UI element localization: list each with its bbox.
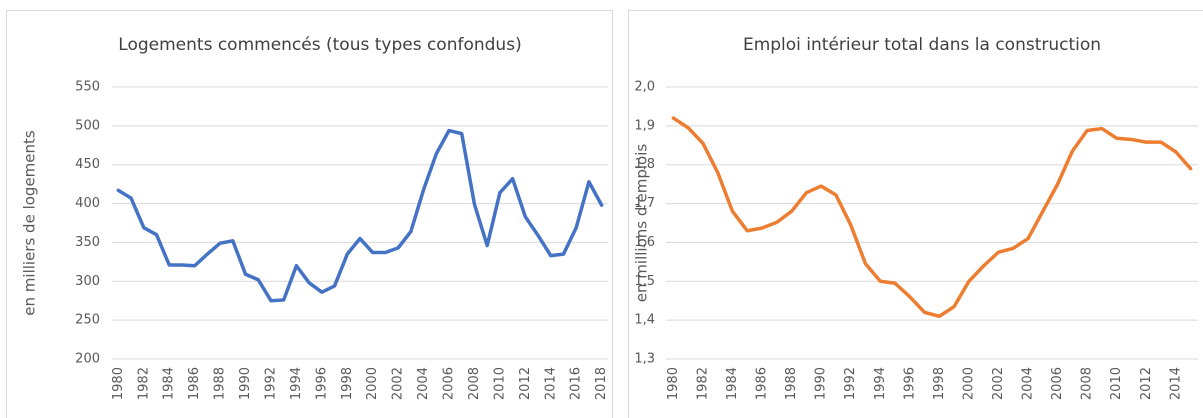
y-tick-label: 350 [75,235,100,250]
y-tick-label: 1,8 [634,157,655,172]
x-tick-label: 2018 [594,367,609,400]
x-tick-label: 2000 [961,367,976,400]
y-axis-label: en millions d'emplois [633,144,651,303]
x-tick-label: 2004 [1021,367,1036,400]
x-tick-label: 1994 [873,367,888,400]
x-tick-label: 2014 [1168,367,1183,400]
y-tick-label: 250 [75,313,100,328]
x-tick-label: 2002 [391,367,406,400]
x-tick-label: 1994 [289,367,304,400]
x-tick-label: 1982 [695,367,710,400]
y-tick-label: 2,0 [634,80,655,95]
x-tick-label: 1998 [932,367,947,400]
x-tick-label: 2004 [416,367,431,400]
y-tick-label: 1,4 [634,313,655,328]
y-tick-label: 1,9 [634,118,655,133]
x-tick-label: 1980 [111,367,126,400]
x-tick-label: 1998 [340,367,355,400]
y-tick-label: 1,7 [634,196,655,211]
x-tick-label: 2000 [365,367,380,400]
panel-frame [6,10,613,418]
chart-title: Emploi intérieur total dans la construct… [743,35,1101,55]
x-tick-label: 1990 [814,367,829,400]
chart-title: Logements commencés (tous types confondu… [118,35,521,55]
y-tick-label: 400 [75,196,100,211]
x-tick-label: 1992 [843,367,858,400]
x-tick-label: 2006 [442,367,457,400]
y-tick-label: 450 [75,157,100,172]
x-tick-label: 1984 [162,367,177,400]
x-tick-label: 2010 [492,367,507,400]
y-tick-label: 1,5 [634,274,655,289]
x-tick-label: 2006 [1050,367,1065,400]
x-tick-label: 1982 [136,367,151,400]
x-tick-label: 2008 [1080,367,1095,400]
x-tick-label: 2012 [518,367,533,400]
x-tick-label: 1986 [755,367,770,400]
x-tick-label: 1980 [666,367,681,400]
y-axis-label: en milliers de logements [21,130,39,316]
x-tick-label: 2010 [1109,367,1124,400]
y-tick-label: 1,3 [634,352,655,367]
x-tick-label: 1996 [314,367,329,400]
panel-frame [628,10,1203,418]
x-tick-label: 1996 [902,367,917,400]
x-tick-label: 2002 [991,367,1006,400]
x-tick-label: 1984 [725,367,740,400]
y-tick-label: 550 [75,80,100,95]
data-line [116,128,604,303]
x-tick-label: 2016 [569,367,584,400]
data-line [671,116,1193,319]
x-tick-label: 1990 [238,367,253,400]
y-tick-label: 1,6 [634,235,655,250]
x-tick-label: 1988 [784,367,799,400]
y-tick-label: 200 [75,352,100,367]
x-tick-label: 2008 [467,367,482,400]
y-tick-label: 300 [75,274,100,289]
x-tick-label: 2014 [543,367,558,400]
y-tick-label: 500 [75,118,100,133]
x-tick-label: 1992 [263,367,278,400]
x-tick-label: 2012 [1139,367,1154,400]
x-tick-label: 1988 [213,367,228,400]
x-tick-label: 1986 [187,367,202,400]
